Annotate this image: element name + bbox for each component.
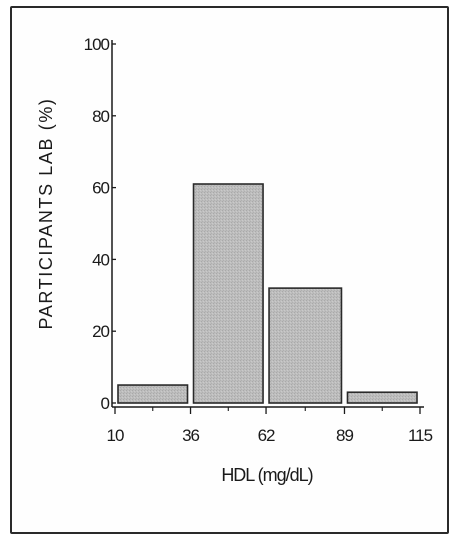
y-tick-label: 60 xyxy=(92,179,109,198)
y-tick-label: 80 xyxy=(92,107,109,126)
y-axis-label: PARTICIPANTS LAB (%) xyxy=(36,97,56,329)
x-tick-label: 89 xyxy=(336,426,353,445)
y-tick-label: 40 xyxy=(92,250,109,269)
x-tick-label: 36 xyxy=(182,426,199,445)
y-tick-label: 0 xyxy=(101,394,110,413)
ticks-group: 0 20 40 60 80 100 10 36 62 89 115 xyxy=(84,35,434,445)
y-tick-label: 100 xyxy=(84,35,110,54)
axes-group xyxy=(111,40,424,408)
bar-1 xyxy=(192,183,264,404)
x-tick-label: 62 xyxy=(258,426,275,445)
x-axis-label: HDL (mg/dL) xyxy=(221,465,312,485)
bar-3 xyxy=(346,391,418,404)
bar-0 xyxy=(117,384,189,404)
bar-2 xyxy=(268,287,343,404)
y-tick-label: 20 xyxy=(92,322,109,341)
x-tick-label: 10 xyxy=(107,426,124,445)
bars-group xyxy=(117,183,418,404)
x-tick-label: 115 xyxy=(408,426,433,445)
